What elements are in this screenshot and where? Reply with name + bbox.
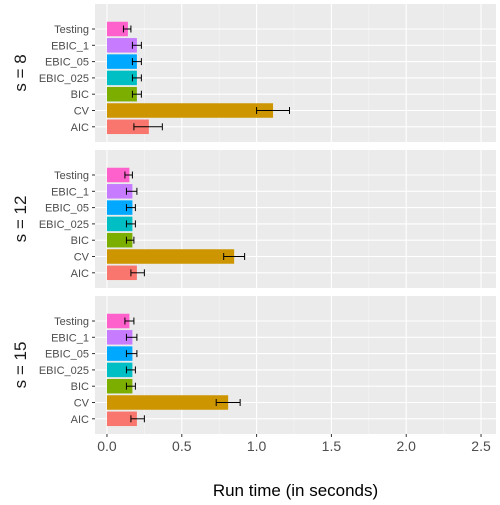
y-tick-label: Testing (54, 316, 89, 328)
y-tick-label: EBIC_025 (39, 219, 89, 231)
y-tick-label: EBIC_05 (45, 349, 89, 361)
x-tick-label: 0.5 (172, 438, 192, 454)
bar-bic[interactable] (106, 378, 133, 394)
bar-ebic-025[interactable] (106, 70, 137, 86)
bar-ebic-025[interactable] (106, 362, 133, 378)
panel-background (95, 296, 496, 434)
y-tick-label: Testing (54, 170, 89, 182)
y-tick-label: EBIC_1 (51, 186, 89, 198)
y-tick-label: CV (74, 398, 90, 410)
bar-ebic-05[interactable] (106, 200, 133, 215)
facet-label: s = 8 (11, 54, 30, 91)
x-axis-title: Run time (in seconds) (213, 481, 378, 500)
y-tick-label: EBIC_05 (45, 203, 89, 215)
bar-ebic-05[interactable] (106, 346, 133, 361)
bar-aic[interactable] (106, 119, 149, 135)
x-tick-label: 0.0 (97, 438, 117, 454)
y-tick-label: BIC (71, 89, 89, 101)
bar-aic[interactable] (106, 411, 137, 427)
y-tick-label: CV (74, 106, 90, 118)
panel-background (95, 4, 496, 142)
bar-ebic-1[interactable] (106, 184, 133, 199)
x-tick-label: 1.5 (322, 438, 342, 454)
bar-ebic-05[interactable] (106, 54, 137, 69)
bar-testing[interactable] (106, 21, 128, 37)
y-tick-label: EBIC_025 (39, 365, 89, 377)
bar-ebic-1[interactable] (106, 38, 137, 53)
bar-cv[interactable] (106, 395, 229, 410)
facet-label: s = 12 (11, 196, 30, 243)
bar-bic[interactable] (106, 86, 137, 102)
y-tick-label: BIC (71, 235, 89, 247)
y-tick-label: AIC (71, 414, 89, 426)
y-tick-label: EBIC_1 (51, 40, 89, 52)
bar-ebic-1[interactable] (106, 330, 133, 345)
bar-ebic-025[interactable] (106, 216, 133, 232)
x-tick-label: 2.0 (396, 438, 416, 454)
panel-background (95, 150, 496, 288)
y-tick-label: EBIC_05 (45, 57, 89, 69)
facet-label: s = 15 (11, 342, 30, 389)
y-tick-label: AIC (71, 268, 89, 280)
y-tick-label: BIC (71, 381, 89, 393)
x-tick-label: 1.0 (247, 438, 267, 454)
bar-cv[interactable] (106, 249, 235, 264)
bar-testing[interactable] (106, 313, 130, 329)
bar-cv[interactable] (106, 103, 274, 118)
bar-bic[interactable] (106, 232, 133, 248)
y-tick-label: EBIC_025 (39, 73, 89, 85)
y-tick-label: EBIC_1 (51, 332, 89, 344)
y-tick-label: AIC (71, 122, 89, 134)
x-tick-label: 2.5 (471, 438, 491, 454)
y-tick-label: Testing (54, 24, 89, 36)
bar-testing[interactable] (106, 167, 130, 183)
bar-aic[interactable] (106, 265, 137, 281)
y-tick-label: CV (74, 252, 90, 264)
